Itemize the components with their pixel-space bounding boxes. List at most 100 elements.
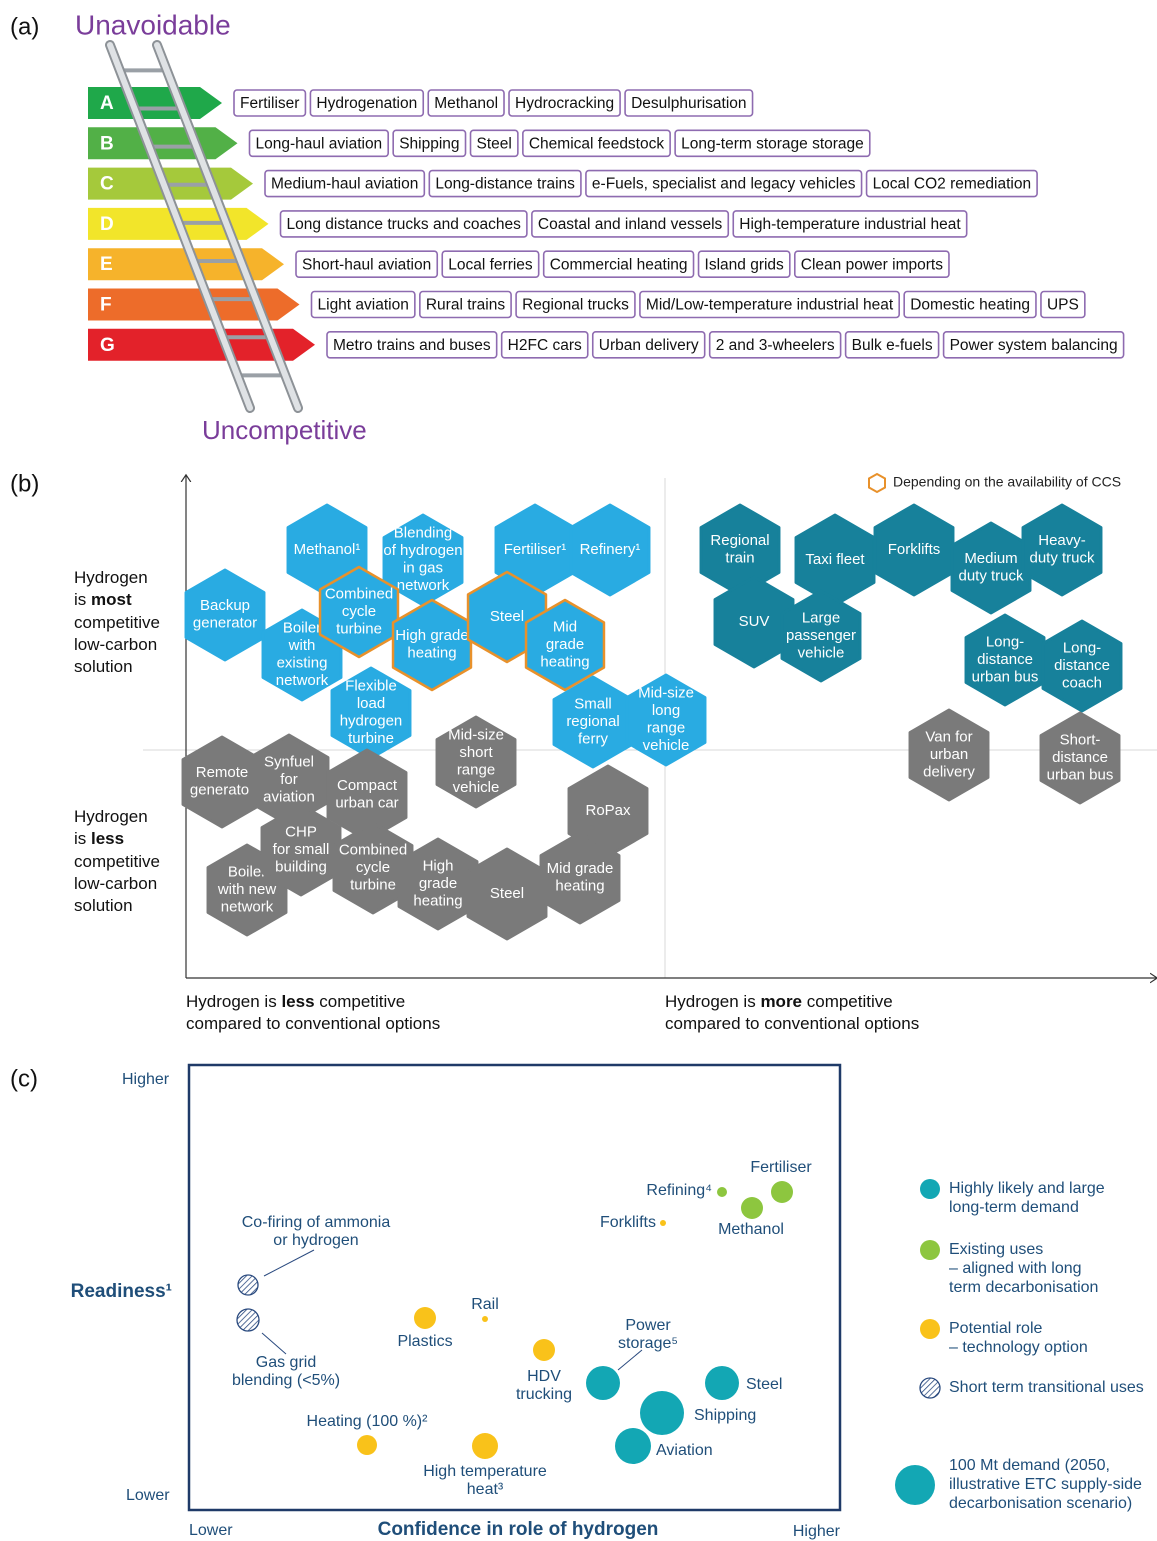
y-high: Higher [122,1071,170,1088]
x-label-left: Hydrogen is less competitive compared to… [186,992,440,1033]
hexagon-label: Remote [196,764,249,781]
hexagon-label: High grade [395,627,468,644]
grade-arrow [88,288,300,321]
item-label: Long distance trucks and coaches [287,216,522,233]
y-label-bottom: Hydrogen is less competitive low-carbon … [74,807,165,915]
hexagon-label: Steel [490,885,524,902]
bubble-label: Power [625,1317,671,1334]
hexagon-label: network [397,577,450,594]
hexagon: RoPax [567,764,649,858]
hexagon-label: network [221,898,274,915]
item-label: Hydrocracking [515,95,614,112]
item-box [427,89,505,117]
item-box [310,290,416,319]
hexagon-label: CHP [285,823,317,840]
item-box [295,250,439,278]
item-box [248,129,389,158]
hexagon-label: Combined [339,841,407,858]
bubble [472,1433,498,1459]
bubble-label: storage⁵ [618,1335,678,1352]
item-box [708,330,842,359]
bubble-label: or hydrogen [273,1232,358,1249]
item-label: Long-distance trains [435,176,575,193]
item-label: Mid/Low-temperature industrial heat [646,297,894,314]
bubble-label: HDV [527,1368,561,1385]
legend-marker [920,1319,940,1339]
item-label: Steel [477,135,512,152]
hexagon-label: duty truck [958,568,1024,585]
hexagon-label: Van for [925,728,972,745]
item-label: Metro trains and buses [333,337,491,354]
item-label: Fertiliser [240,95,299,112]
hexagon-label: Long- [1063,639,1101,656]
hexagon-label: Mid-size [638,685,694,702]
item-box [500,330,589,359]
hexagon-label: distance [977,651,1033,668]
item-boxes: Fertiliser Hydrogenation Methanol Hydrocrac… [233,89,1125,359]
panel-label: (a) [10,13,39,40]
hexagon-label: existing [277,655,328,672]
hexagon-label: Boiler [228,863,266,880]
x-high: Higher [793,1523,841,1540]
legend-marker [920,1179,940,1199]
item-box [639,290,900,319]
bubble [586,1366,620,1400]
bubble [414,1307,436,1329]
grade-letter: C [100,174,114,195]
hexagon-label: hydrogen [340,713,403,730]
hexagon-label: RoPax [585,802,631,819]
item-label: Clean power imports [801,256,943,273]
grade-letter: G [100,335,115,356]
item-box [531,210,730,238]
legend: Highly likely and large long-term demand E… [895,1179,1144,1512]
item-box [428,169,582,198]
hexagon-label: Small [574,695,612,712]
legend-label: decarbonisation scenario) [949,1495,1132,1512]
panel-label: (b) [10,470,39,497]
leader-line [261,1332,287,1355]
item-box [419,290,512,319]
hexagon-shape [260,803,342,897]
hexagon-label: Compact [337,777,398,794]
hexagon-label: urban car [335,795,398,812]
item-box [279,210,528,238]
hexagon-shape [713,575,795,669]
grade-letter: F [100,295,112,316]
item-box [522,129,671,158]
y-label-top: Hydrogen is most competitive low-carbon … [74,568,165,676]
bubble-label: Heating (100 %)² [307,1413,429,1430]
legend-label: illustrative ETC supply-side [949,1476,1142,1493]
bubble-label: Forklifts [600,1214,656,1231]
bubble [533,1339,555,1361]
legend-label: long-term demand [949,1199,1079,1216]
hexagon-label: urban bus [972,668,1039,685]
bubble [660,1220,666,1226]
hexagon: Taxi fleet [794,513,876,607]
item-label: Light aviation [318,297,409,314]
ladder [105,40,303,413]
bottom-label: Uncompetitive [202,415,367,445]
grade-letter: A [100,93,114,114]
hexagon-label: Blending [394,525,452,542]
hexagon-label: Mid-size [448,727,504,744]
hexagon-label: grade [419,875,457,892]
hexagon: Forklifts [873,503,955,597]
item-label: Chemical feedstock [529,135,665,152]
item-label: Desulphurisation [631,95,746,112]
legend-label: – technology option [949,1339,1088,1356]
item-box [903,290,1037,319]
legend-hexagon [868,472,886,494]
bubble-label: High temperature [423,1463,547,1480]
bubble-label: Fertiliser [750,1159,812,1176]
item-label: UPS [1047,297,1079,314]
bubble-label: Refining⁴ [646,1182,712,1199]
item-label: e-Fuels, specialist and legacy vehicles [592,176,856,193]
legend-label: Potential role [949,1320,1042,1337]
hexagon-label: Refinery¹ [580,541,641,558]
item-box [942,330,1125,359]
item-label: Commercial heating [550,256,688,273]
